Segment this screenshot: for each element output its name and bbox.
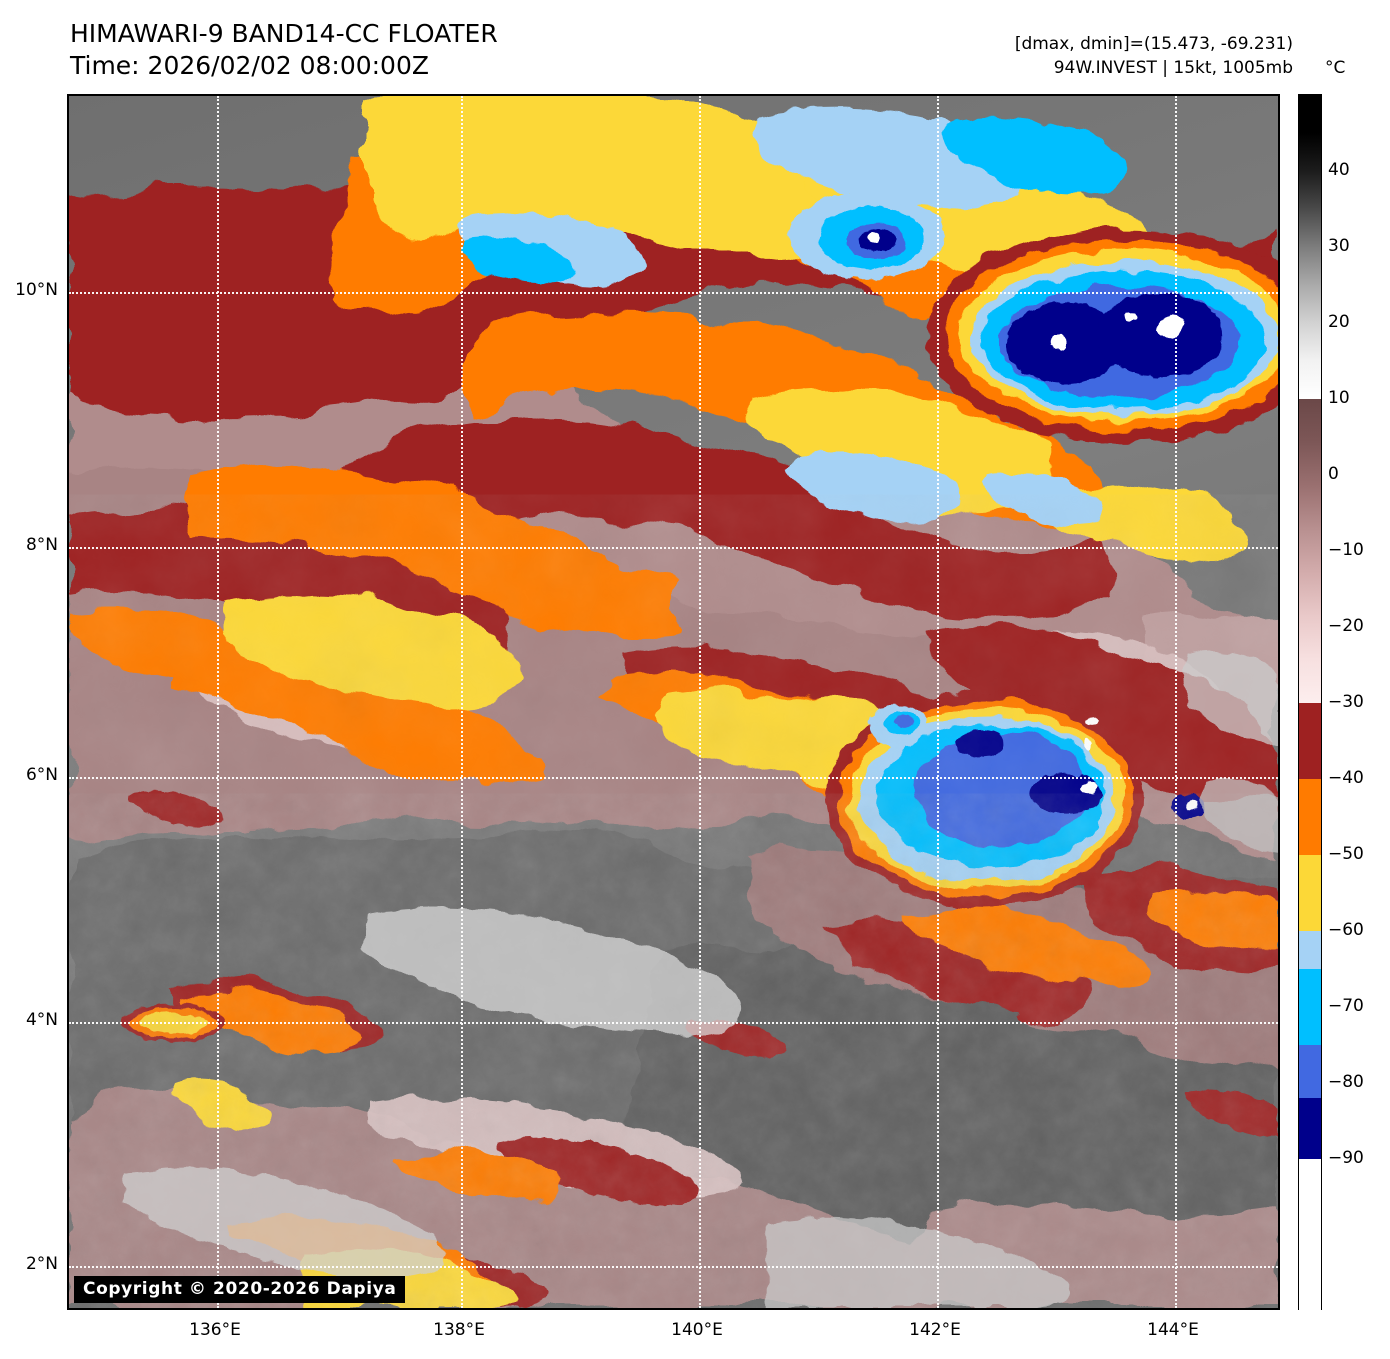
satellite-imagery [69,96,1278,1308]
title-block: HIMAWARI-9 BAND14-CC FLOATER Time: 2026/… [70,18,498,82]
page-title: HIMAWARI-9 BAND14-CC FLOATER [70,19,498,48]
colorbar-band-orange [1299,779,1321,855]
colorbar-band-white-coldest [1299,1159,1321,1311]
colorbar-tick-5: −10 [1328,540,1364,560]
colorbar-tick-8: −40 [1328,768,1364,788]
colorbar-band-mauve-ramp [1299,399,1321,703]
colorbar-tick-10: −60 [1328,920,1364,940]
colorbar-tick-9: −50 [1328,844,1364,864]
colorbar-band-dark-red [1299,703,1321,779]
lon-label-138e: 138°E [433,1320,485,1340]
gridline-lon-136 [217,96,219,1308]
lon-label-140e: 140°E [671,1320,723,1340]
gridline-lat-2 [69,1266,1278,1268]
colorbar-band-cyan [1299,969,1321,1045]
colorbar-band-light-blue [1299,931,1321,969]
gridline-lat-8 [69,547,1278,549]
lon-label-142e: 142°E [909,1320,961,1340]
lat-label-4n: 4°N [25,1010,58,1030]
colorbar-unit-label: °C [1325,58,1346,78]
gridline-lon-140 [699,96,701,1308]
colorbar-tick-2: 20 [1328,312,1350,332]
gridline-lat-6 [69,777,1278,779]
gridline-lat-4 [69,1022,1278,1024]
gridline-lat-10 [69,292,1278,294]
colorbar-band-royal-blue [1299,1045,1321,1099]
colorbar-tick-11: −70 [1328,996,1364,1016]
lat-label-8n: 8°N [25,535,58,555]
metadata-block: [dmax, dmin]=(15.473, -69.231) 94W.INVES… [1015,32,1293,80]
lat-label-6n: 6°N [25,765,58,785]
colorbar-band-grayscale-warm [1299,95,1321,399]
lon-label-136e: 136°E [189,1320,241,1340]
lat-label-10n: 10°N [15,280,58,300]
gridline-lon-138 [461,96,463,1308]
colorbar-tick-13: −90 [1328,1148,1364,1168]
colorbar-tick-4: 0 [1328,464,1339,484]
colorbar[interactable] [1298,94,1322,1311]
storm-info-label: 94W.INVEST | 15kt, 1005mb [1053,58,1293,78]
copyright-label: Copyright © 2020-2026 Dapiya [74,1276,406,1303]
colorbar-tick-12: −80 [1328,1072,1364,1092]
colorbar-band-yellow [1299,855,1321,931]
colorbar-tick-6: −20 [1328,616,1364,636]
lon-label-144e: 144°E [1147,1320,1199,1340]
colorbar-tick-7: −30 [1328,692,1364,712]
colorbar-tick-3: 10 [1328,388,1350,408]
gridline-lon-142 [937,96,939,1308]
timestamp-label: Time: 2026/02/02 08:00:00Z [70,51,429,80]
colorbar-band-navy [1299,1098,1321,1159]
colorbar-tick-1: 30 [1328,236,1350,256]
gridline-lon-144 [1175,96,1177,1308]
dmax-dmin-label: [dmax, dmin]=(15.473, -69.231) [1014,34,1293,54]
colorbar-gradient [1299,95,1321,1311]
satellite-image-plot[interactable]: Copyright © 2020-2026 Dapiya [67,94,1280,1310]
lat-label-2n: 2°N [25,1254,58,1274]
colorbar-tick-0: 40 [1328,160,1350,180]
